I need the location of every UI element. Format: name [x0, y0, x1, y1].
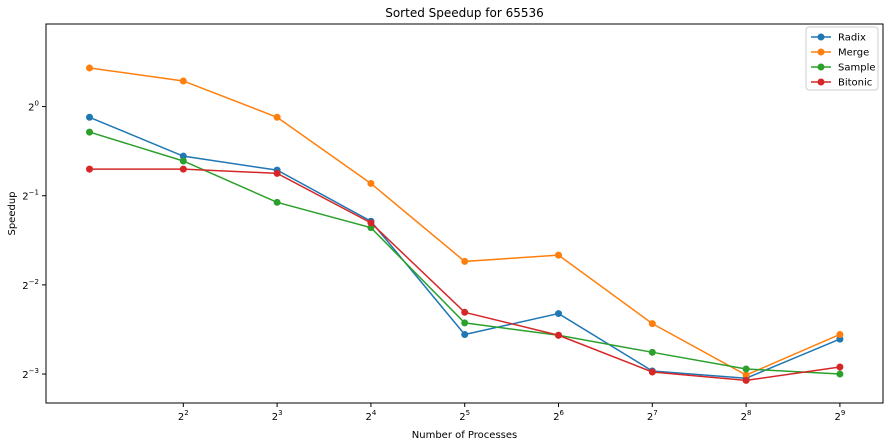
data-point [836, 363, 844, 371]
y-tick-label: 20 [28, 100, 39, 114]
series-merge [86, 64, 844, 379]
y-tick-label: 2−3 [22, 367, 39, 381]
data-point [367, 179, 375, 187]
legend-item-radix: Radix [811, 33, 866, 44]
legend-item-sample: Sample [811, 63, 876, 74]
legend-item-bitonic: Bitonic [811, 78, 872, 89]
legend-box [805, 26, 879, 91]
data-point [86, 128, 94, 136]
data-point [836, 370, 844, 378]
series-line [89, 168, 841, 382]
data-point [648, 368, 656, 376]
data-point [86, 165, 94, 173]
data-point [836, 330, 844, 338]
data-point [273, 169, 281, 177]
y-tick-label: 2−1 [22, 189, 39, 203]
plot-frame [45, 23, 884, 404]
legend-swatch-marker [817, 33, 825, 41]
data-point [648, 348, 656, 356]
x-tick-label: 29 [834, 409, 845, 423]
data-point [273, 198, 281, 206]
x-tick-label: 23 [272, 409, 283, 423]
x-tick-label: 25 [459, 409, 470, 423]
legend-label: Bitonic [838, 78, 872, 89]
legend-swatch-marker [817, 63, 825, 71]
data-point [461, 319, 469, 327]
data-point [179, 165, 187, 173]
legend: Radix Merge Sample Bitonic [805, 26, 879, 91]
legend-label: Radix [838, 33, 866, 44]
x-tick-label: 26 [553, 409, 564, 423]
data-point [742, 376, 750, 384]
data-point [555, 310, 563, 318]
x-tick-label: 28 [741, 409, 752, 423]
legend-label: Sample [838, 63, 876, 74]
axis-ticks: 22 23 24 25 26 27 28 29 20 2−1 2−2 2−3 [22, 100, 845, 423]
data-point [273, 113, 281, 121]
legend-label: Merge [838, 48, 869, 59]
data-point [555, 331, 563, 339]
data-point [367, 219, 375, 227]
legend-swatch-marker [817, 48, 825, 56]
data-point [461, 257, 469, 265]
x-axis-label: Number of Processes [412, 430, 517, 441]
y-axis-label: Speedup [7, 191, 18, 235]
data-point [648, 320, 656, 328]
series-layer [86, 64, 844, 384]
data-point [86, 64, 94, 72]
x-tick-label: 27 [647, 409, 658, 423]
series-line [89, 67, 841, 376]
data-point [555, 251, 563, 259]
series-radix [86, 113, 844, 382]
series-sample [86, 128, 844, 378]
data-point [179, 157, 187, 165]
data-point [86, 113, 94, 121]
chart-title: Sorted Speedup for 65536 [385, 6, 544, 20]
series-bitonic [86, 165, 844, 384]
x-tick-label: 24 [365, 409, 376, 423]
x-tick-label: 22 [178, 409, 189, 423]
legend-item-merge: Merge [811, 48, 869, 59]
legend-swatch-marker [817, 78, 825, 86]
data-point [461, 330, 469, 338]
data-point [179, 152, 187, 160]
series-line [89, 116, 841, 379]
data-point [367, 224, 375, 232]
data-point [179, 77, 187, 85]
data-point [742, 371, 750, 379]
data-point [742, 365, 750, 373]
data-point [461, 308, 469, 316]
y-tick-label: 2−2 [22, 278, 39, 292]
